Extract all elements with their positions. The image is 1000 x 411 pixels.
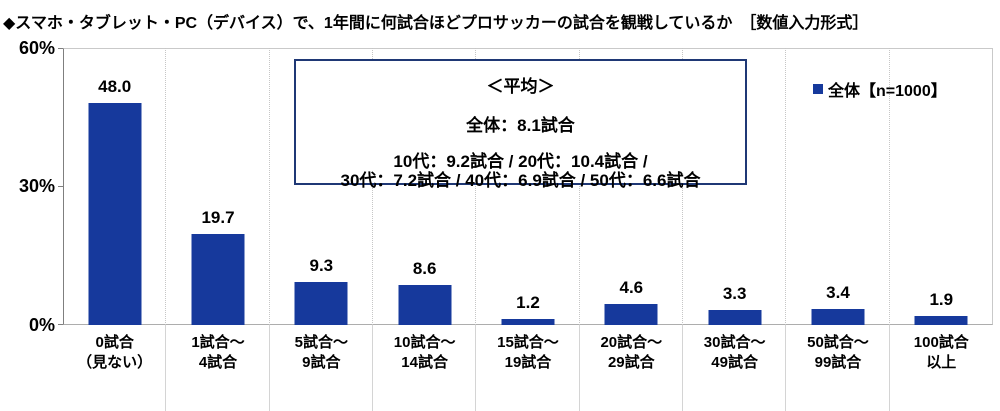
category-label: 1試合～ 4試合 bbox=[166, 333, 269, 373]
gridline-vertical bbox=[165, 48, 167, 325]
category-label-line: 20試合～ bbox=[600, 334, 663, 351]
category-label-line: 以上 bbox=[926, 354, 957, 371]
category-label-line: 9試合 bbox=[302, 354, 341, 371]
bar-value-label: 9.3 bbox=[309, 256, 334, 275]
bar-value-label: 1.9 bbox=[929, 290, 954, 309]
category-label: 0試合 （見ない） bbox=[63, 333, 166, 373]
category-divider bbox=[165, 325, 167, 411]
gridline-vertical bbox=[681, 48, 683, 325]
gridline-vertical bbox=[475, 48, 477, 325]
category-divider bbox=[268, 325, 270, 411]
bar bbox=[914, 316, 968, 325]
bar-column: 19.7 1試合～ 4試合 bbox=[166, 48, 270, 411]
bar bbox=[708, 310, 762, 325]
average-heading: ＜平均＞ bbox=[486, 77, 555, 96]
category-label: 30試合～ 49試合 bbox=[683, 333, 786, 373]
gridline-vertical bbox=[888, 48, 890, 325]
bar-column: 9.3 5試合～ 9試合 bbox=[270, 48, 373, 411]
category-label-line: 19試合 bbox=[504, 354, 552, 371]
category-divider bbox=[371, 325, 373, 411]
category-label-line: 50試合～ bbox=[807, 334, 869, 351]
category-label: 100試合以上 bbox=[890, 333, 993, 373]
average-box: ＜平均＞ 全体：8.1試合 10代：9.2試合 / 20代：10.4試合 / 3… bbox=[294, 59, 747, 190]
category-label-line: 0試合 bbox=[95, 334, 134, 351]
bar-column: 4.6 20試合～ 29試合 bbox=[580, 48, 683, 411]
category-divider bbox=[475, 325, 477, 411]
category-label: 20試合～ 29試合 bbox=[580, 333, 683, 373]
category-label: 10試合～ 14試合 bbox=[373, 333, 476, 373]
bar bbox=[294, 282, 348, 325]
average-overall: 全体：8.1試合 bbox=[466, 116, 575, 135]
bar bbox=[604, 304, 658, 325]
legend: 全体【n=1000】 bbox=[813, 77, 947, 101]
category-label: 15試合～ 19試合 bbox=[476, 333, 579, 373]
category-label-line: 5試合～ bbox=[294, 334, 348, 351]
bar bbox=[88, 103, 142, 325]
category-label-line: 14試合 bbox=[401, 354, 448, 371]
category-label-line: 99試合 bbox=[814, 354, 862, 371]
bar-value-label: 19.7 bbox=[201, 208, 235, 227]
category-label-line: （見ない） bbox=[77, 354, 153, 371]
category-label: 5試合～ 9試合 bbox=[270, 333, 373, 373]
gridline-vertical bbox=[268, 48, 270, 325]
y-axis-tick-30 bbox=[58, 186, 63, 187]
bar bbox=[501, 319, 555, 325]
y-axis-tick-0 bbox=[58, 324, 63, 325]
category-label-line: 49試合 bbox=[711, 354, 758, 371]
bar-column: 3.4 50試合～ 99試合 bbox=[786, 48, 890, 411]
average-by-age-line1: 10代：9.2試合 / 20代：10.4試合 / bbox=[393, 152, 648, 171]
bar-value-label: 8.6 bbox=[412, 259, 437, 278]
bars-container: 48.0 0試合 （見ない） 19.7 1試合～ 4試合 9.3 5試合～ 9試合 8.6 10試合… bbox=[63, 48, 993, 411]
legend-marker-square bbox=[813, 84, 823, 94]
category-divider bbox=[681, 325, 683, 411]
y-axis-tick-60 bbox=[58, 48, 63, 49]
y-tick-label-60: 60% bbox=[18, 38, 55, 58]
bar-value-label: 3.4 bbox=[826, 283, 850, 302]
category-label-line: 29試合 bbox=[607, 354, 655, 371]
category-label-line: 1試合～ bbox=[191, 334, 245, 351]
category-label: 50試合～ 99試合 bbox=[786, 333, 889, 373]
gridline-vertical bbox=[371, 48, 373, 325]
category-label-line: 4試合 bbox=[198, 354, 238, 371]
category-divider bbox=[888, 325, 890, 411]
category-divider bbox=[578, 325, 580, 411]
legend-label: 全体【n=1000】 bbox=[828, 83, 947, 100]
y-tick-label-0: 0% bbox=[28, 315, 55, 335]
bar bbox=[811, 309, 865, 325]
bar-column: 1.9 100試合以上 bbox=[890, 48, 993, 411]
average-by-age: 10代：9.2試合 / 20代：10.4試合 / 30代：7.2試合 / 40代… bbox=[296, 152, 745, 190]
category-label-line: 100試合 bbox=[913, 334, 969, 351]
average-by-age-line2: 30代：7.2試合 / 40代：6.9試合 / 50代：6.6試合 bbox=[340, 171, 701, 190]
bar-column: 8.6 10試合～ 14試合 bbox=[373, 48, 477, 411]
y-tick-label-30: 30% bbox=[18, 176, 55, 196]
bar-column: 1.2 15試合～ 19試合 bbox=[476, 48, 580, 411]
bar-value-label: 3.3 bbox=[722, 284, 747, 303]
category-label-line: 30試合～ bbox=[703, 334, 766, 351]
bar-value-label: 4.6 bbox=[619, 278, 644, 297]
gridline-vertical bbox=[785, 48, 787, 325]
gridline-vertical bbox=[578, 48, 580, 325]
bar-column: 48.0 0試合 （見ない） bbox=[63, 48, 167, 411]
bar-value-label: 1.2 bbox=[516, 293, 540, 312]
category-divider bbox=[785, 325, 787, 411]
bar-value-label: 48.0 bbox=[98, 77, 132, 96]
bar bbox=[398, 285, 452, 325]
bar bbox=[191, 234, 245, 325]
category-label-line: 15試合～ bbox=[497, 334, 559, 351]
bar-column: 3.3 30試合～ 49試合 bbox=[683, 48, 787, 411]
category-label-line: 10試合～ bbox=[393, 334, 456, 351]
chart-title: ◆スマホ・タブレット・PC（デバイス）で、1年間に何試合ほどプロサッカーの試合を… bbox=[3, 15, 869, 32]
